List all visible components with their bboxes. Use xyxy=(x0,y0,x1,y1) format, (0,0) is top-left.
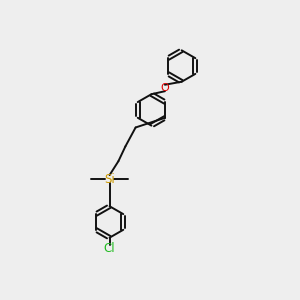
Text: O: O xyxy=(160,83,169,93)
Text: Si: Si xyxy=(104,173,115,186)
Text: Cl: Cl xyxy=(104,242,116,255)
